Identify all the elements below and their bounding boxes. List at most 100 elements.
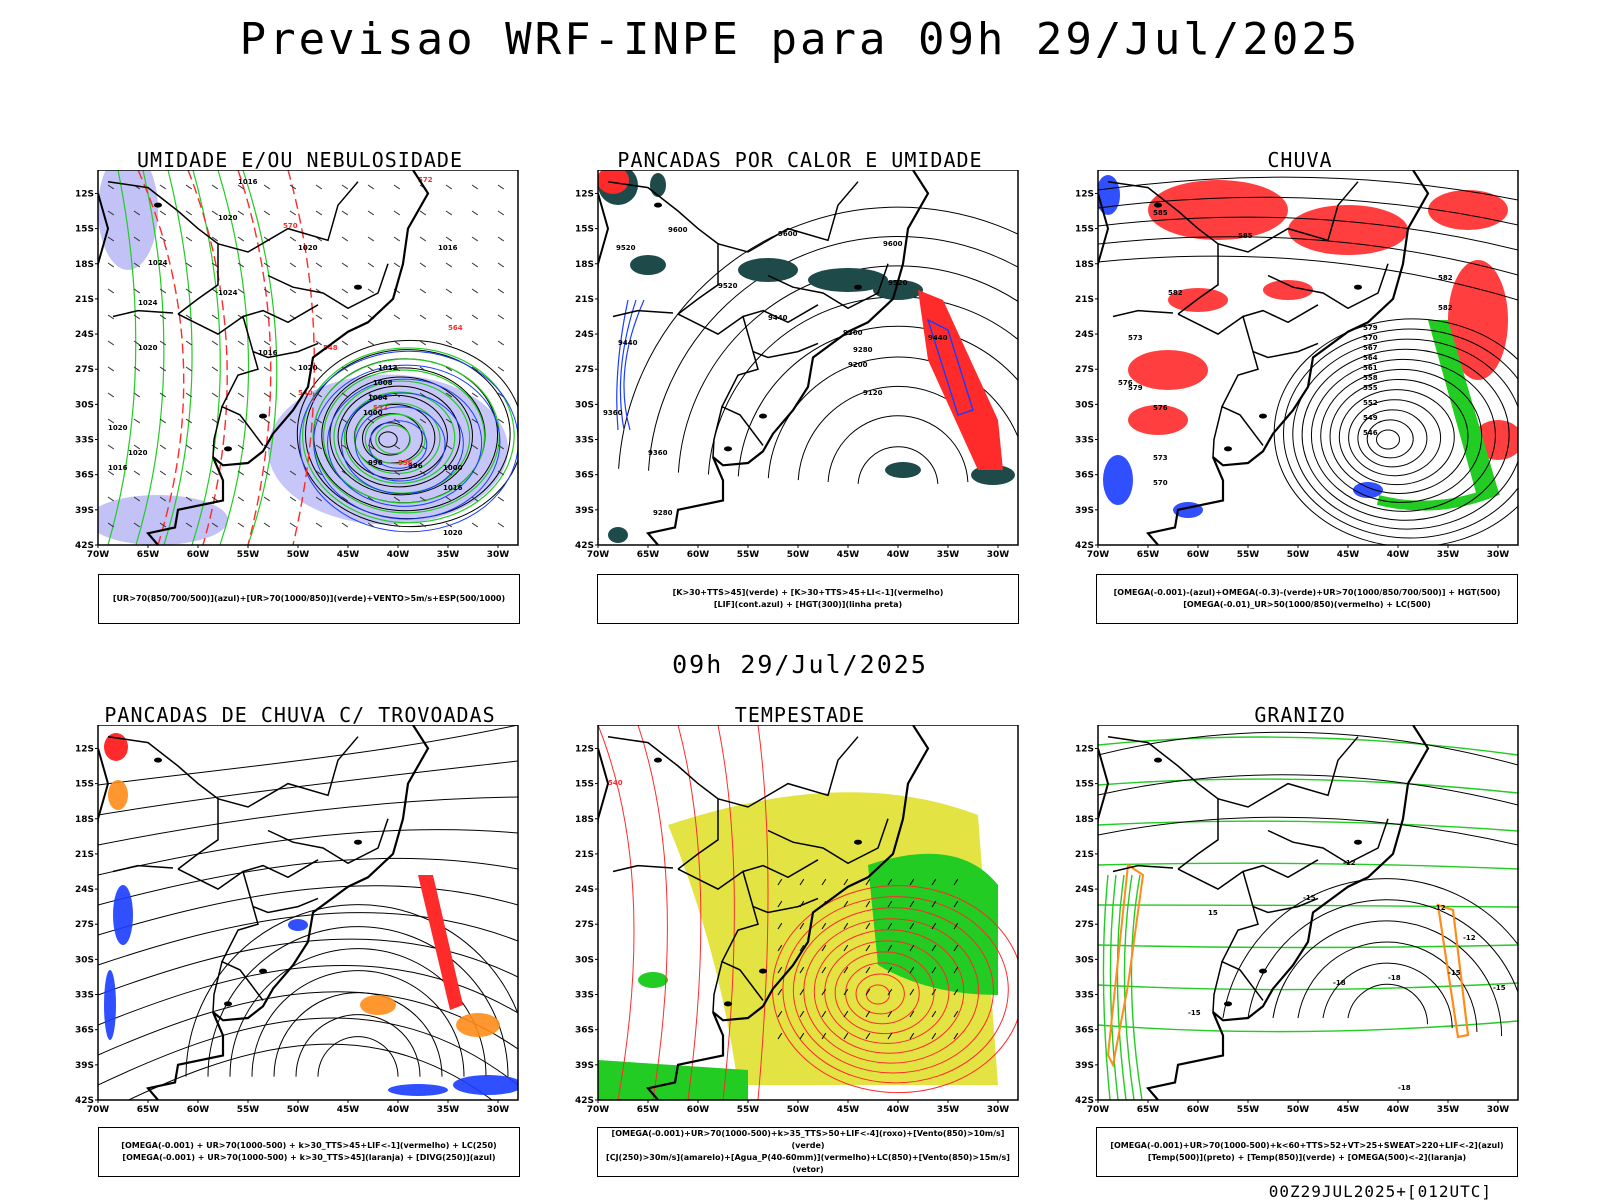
hgt500-contour: [1098, 216, 1518, 251]
wind-vector: [445, 184, 453, 190]
wind850-vector: [931, 966, 937, 974]
lon-tick-label: 40W: [1387, 550, 1410, 560]
atlantic-coastline: [145, 725, 430, 1100]
pacific-coastline: [1098, 748, 1110, 831]
humidity-contour-green: [217, 170, 250, 545]
wind-vector: [393, 366, 401, 372]
contour-label: 1016: [108, 464, 128, 472]
pacific-coastline: [598, 193, 610, 276]
wind850-vector: [843, 1032, 849, 1040]
contour-label: 1016: [443, 484, 463, 492]
atlantic-coastline: [145, 170, 430, 545]
country-border: [1107, 180, 1219, 315]
wind850-vector: [887, 1032, 893, 1040]
divergence-area-blue: [104, 970, 116, 1040]
wind-vector: [341, 210, 349, 216]
wind-vector: [419, 470, 427, 476]
streamline-250: [273, 992, 443, 1077]
lon-tick-label: 70W: [1087, 550, 1110, 560]
wind-vector: [185, 444, 193, 450]
wind-vector: [107, 184, 115, 190]
legend-granizo: [OMEGA(-0.001)+UR>70(1000-500)+k<60+TTS>…: [1096, 1127, 1518, 1177]
lat-tick-label: 30S: [575, 400, 594, 410]
wind850-vector: [909, 966, 915, 974]
wind-vector: [159, 418, 167, 424]
lat-tick-label: 42S: [1075, 1096, 1094, 1106]
wind-vector: [289, 288, 297, 294]
wind850-vector: [799, 988, 805, 996]
contour-label: 585: [1238, 232, 1253, 240]
wind-vector: [211, 470, 219, 476]
hgt300-contour: [737, 325, 1018, 477]
hgt500-contour: [1098, 255, 1518, 301]
wind-vector: [107, 236, 115, 242]
valid-time-label: 09h 29/Jul/2025: [672, 650, 928, 679]
wind850-vector: [909, 944, 915, 952]
contour-label: 9200: [848, 361, 868, 369]
wind850-vector: [865, 878, 871, 886]
wind850-vector: [931, 922, 937, 930]
omega500-area-orange: [1106, 863, 1145, 1069]
wind-vector: [419, 340, 427, 346]
hgt500-contour: [1098, 176, 1518, 201]
humidity-contour-green: [364, 413, 426, 465]
wind-vector: [497, 236, 505, 242]
wind850-vector: [909, 988, 915, 996]
wind-vector: [159, 340, 167, 346]
wind-vector: [237, 418, 245, 424]
wind-vector: [445, 470, 453, 476]
wind850-vector: [909, 1032, 915, 1040]
streamline-250: [98, 857, 518, 906]
country-border: [612, 309, 674, 318]
contour-label: 9520: [718, 282, 738, 290]
panel-chuva: CHUVA 585 585 582 582 582 579 570 567 564 561 558 5…: [1060, 148, 1540, 618]
wind-vector: [289, 418, 297, 424]
country-border: [242, 304, 319, 324]
wind-vector: [159, 184, 167, 190]
wind850-vector: [887, 1010, 893, 1018]
wind-vector: [471, 392, 479, 398]
wind850-vector: [865, 988, 871, 996]
wind-vector: [289, 262, 297, 268]
wind-vector: [263, 340, 271, 346]
lon-tick-label: 65W: [137, 550, 160, 560]
wind-vector: [393, 496, 401, 502]
wind-vector: [159, 236, 167, 242]
wind850-vector: [777, 1032, 783, 1040]
wind-vector: [419, 444, 427, 450]
hgt300-contour: [857, 446, 939, 484]
lc850-contour-red: [598, 725, 635, 1100]
hgt300-contour: [677, 265, 1018, 473]
wind-vector: [237, 392, 245, 398]
lake: [759, 413, 767, 419]
contour-label: 9360: [603, 409, 623, 417]
wind-vector: [497, 392, 505, 398]
lat-tick-label: 27S: [75, 365, 94, 375]
wind850-vector: [909, 900, 915, 908]
lon-tick-label: 50W: [787, 1105, 810, 1115]
contour-label: -12: [1463, 934, 1476, 942]
contour-label: 582: [1438, 274, 1453, 282]
wind850-vector: [777, 988, 783, 996]
lake: [224, 1001, 232, 1007]
pacific-coastline: [1098, 193, 1110, 276]
wind-vector: [237, 340, 245, 346]
legend-line: [Temp(500)](preto) + [Temp(850)](verde) …: [1147, 1153, 1467, 1162]
panel-title: CHUVA: [1267, 148, 1333, 172]
lif-contour-blue: [616, 299, 629, 431]
wind850-vector: [953, 1010, 959, 1018]
hgt500-contour: [1357, 409, 1428, 468]
lon-tick-label: 70W: [1087, 1105, 1110, 1115]
wind850-vector: [953, 966, 959, 974]
wind-vector: [419, 522, 427, 528]
wind850-vector: [865, 1010, 871, 1018]
country-border: [1242, 304, 1319, 324]
legend-line: [OMEGA(-0.001)+UR>70(1000-500)+k>35_TTS>…: [611, 1129, 1005, 1150]
atlantic-coastline: [1145, 170, 1430, 545]
wind-vector: [497, 522, 505, 528]
lon-tick-label: 30W: [987, 550, 1010, 560]
streamline-250: [98, 796, 518, 846]
wind-vector: [159, 366, 167, 372]
